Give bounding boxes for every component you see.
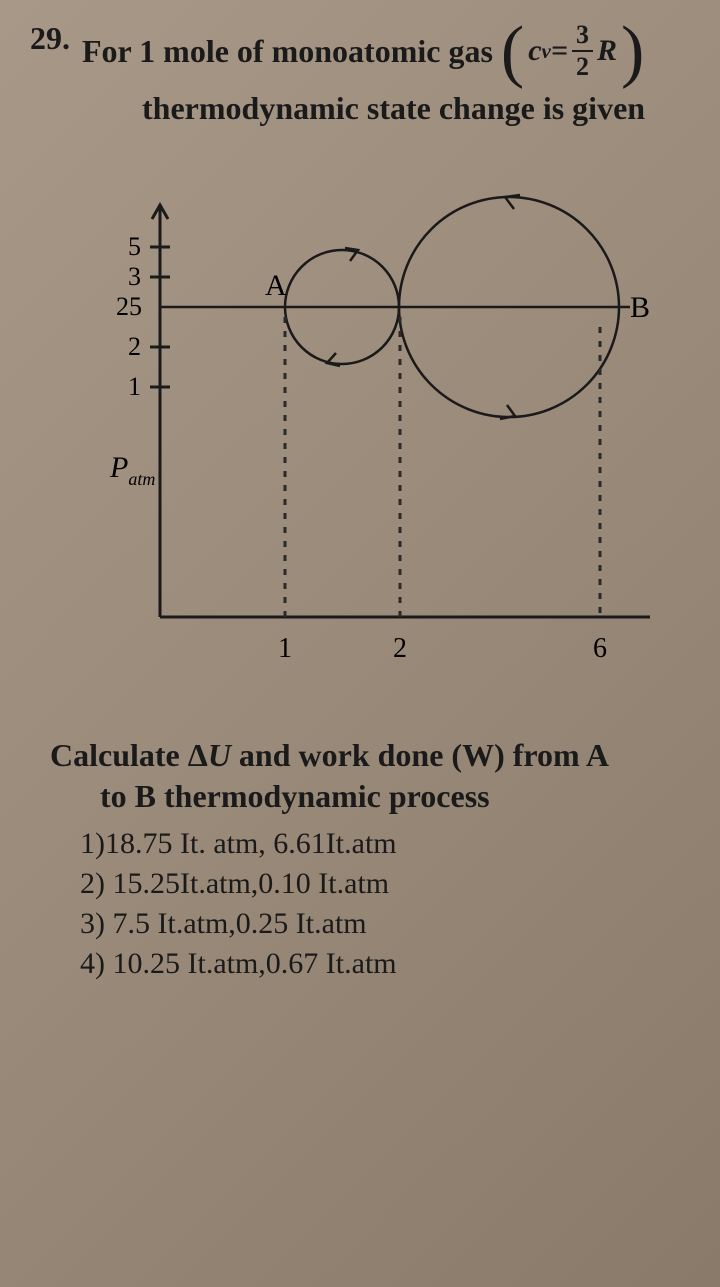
option-3-num: 3): [80, 907, 105, 940]
option-2-num: 2): [80, 867, 105, 900]
x-tick-2: 2: [393, 633, 407, 664]
options-list: 1)18.75 It. atm, 6.61It.atm 2) 15.25It.a…: [80, 827, 670, 981]
y-tick-2: 2: [128, 332, 141, 361]
fraction: 3 2: [572, 20, 593, 82]
cv-expression: ( cv = 3 2 R ): [501, 20, 644, 82]
cv-subscript: v: [542, 39, 551, 64]
option-4: 4) 10.25 It.atm,0.67 It.atm: [80, 947, 670, 981]
y-tick-1: 1: [128, 372, 141, 401]
x-tick-1: 1: [278, 633, 292, 664]
paren-left: (: [501, 27, 524, 76]
calculate-line2: to B thermodynamic process: [100, 778, 670, 815]
point-A-label: A: [265, 269, 287, 302]
calc-pre: Calculate: [50, 737, 188, 773]
y-tick-3: 3: [128, 262, 141, 291]
cv-R: R: [597, 34, 617, 68]
calculate-section: Calculate ΔU and work done (W) from A to…: [30, 737, 690, 981]
x-tick-6: 6: [593, 633, 607, 664]
frac-denominator: 2: [572, 52, 593, 82]
paren-right: ): [621, 27, 644, 76]
option-4-num: 4): [80, 947, 105, 980]
question-text-line2: thermodynamic state change is given: [142, 90, 645, 127]
x-ticks: 1 2 6: [278, 633, 607, 664]
option-3: 3) 7.5 It.atm,0.25 It.atm: [80, 907, 670, 941]
option-2: 2) 15.25It.atm,0.10 It.atm: [80, 867, 670, 901]
calc-post: and work done (W) from A: [239, 737, 609, 773]
point-B-label: B: [630, 291, 650, 324]
question-text-part1: For 1 mole of monoatomic gas: [82, 33, 493, 70]
frac-numerator: 3: [572, 20, 593, 50]
delta-symbol: Δ: [188, 737, 208, 773]
y-tick-25: 25: [116, 292, 142, 321]
option-3-text: 7.5 It.atm,0.25 It.atm: [105, 907, 367, 940]
option-2-text: 15.25It.atm,0.10 It.atm: [105, 867, 389, 900]
option-1: 1)18.75 It. atm, 6.61It.atm: [80, 827, 670, 861]
option-1-num: 1): [80, 827, 105, 860]
calculate-line1: Calculate ΔU and work done (W) from A: [50, 737, 670, 774]
U-symbol: U: [208, 737, 231, 773]
y-axis-label: Patm: [109, 451, 155, 489]
chart-svg: 5 3 25 2 1 Patm: [90, 177, 650, 697]
y-ticks: 5 3 25 2 1: [116, 232, 170, 401]
option-4-text: 10.25 It.atm,0.67 It.atm: [105, 947, 397, 980]
y-tick-5: 5: [128, 232, 141, 261]
option-1-text: 18.75 It. atm, 6.61It.atm: [105, 827, 397, 860]
question-header: 29. For 1 mole of monoatomic gas ( cv = …: [30, 20, 690, 127]
cv-symbol: c: [528, 34, 541, 68]
cv-equals: =: [551, 34, 568, 68]
question-number: 29.: [30, 20, 70, 57]
pv-chart: 5 3 25 2 1 Patm: [90, 177, 650, 697]
question-text-line1: For 1 mole of monoatomic gas ( cv = 3 2 …: [82, 20, 644, 82]
